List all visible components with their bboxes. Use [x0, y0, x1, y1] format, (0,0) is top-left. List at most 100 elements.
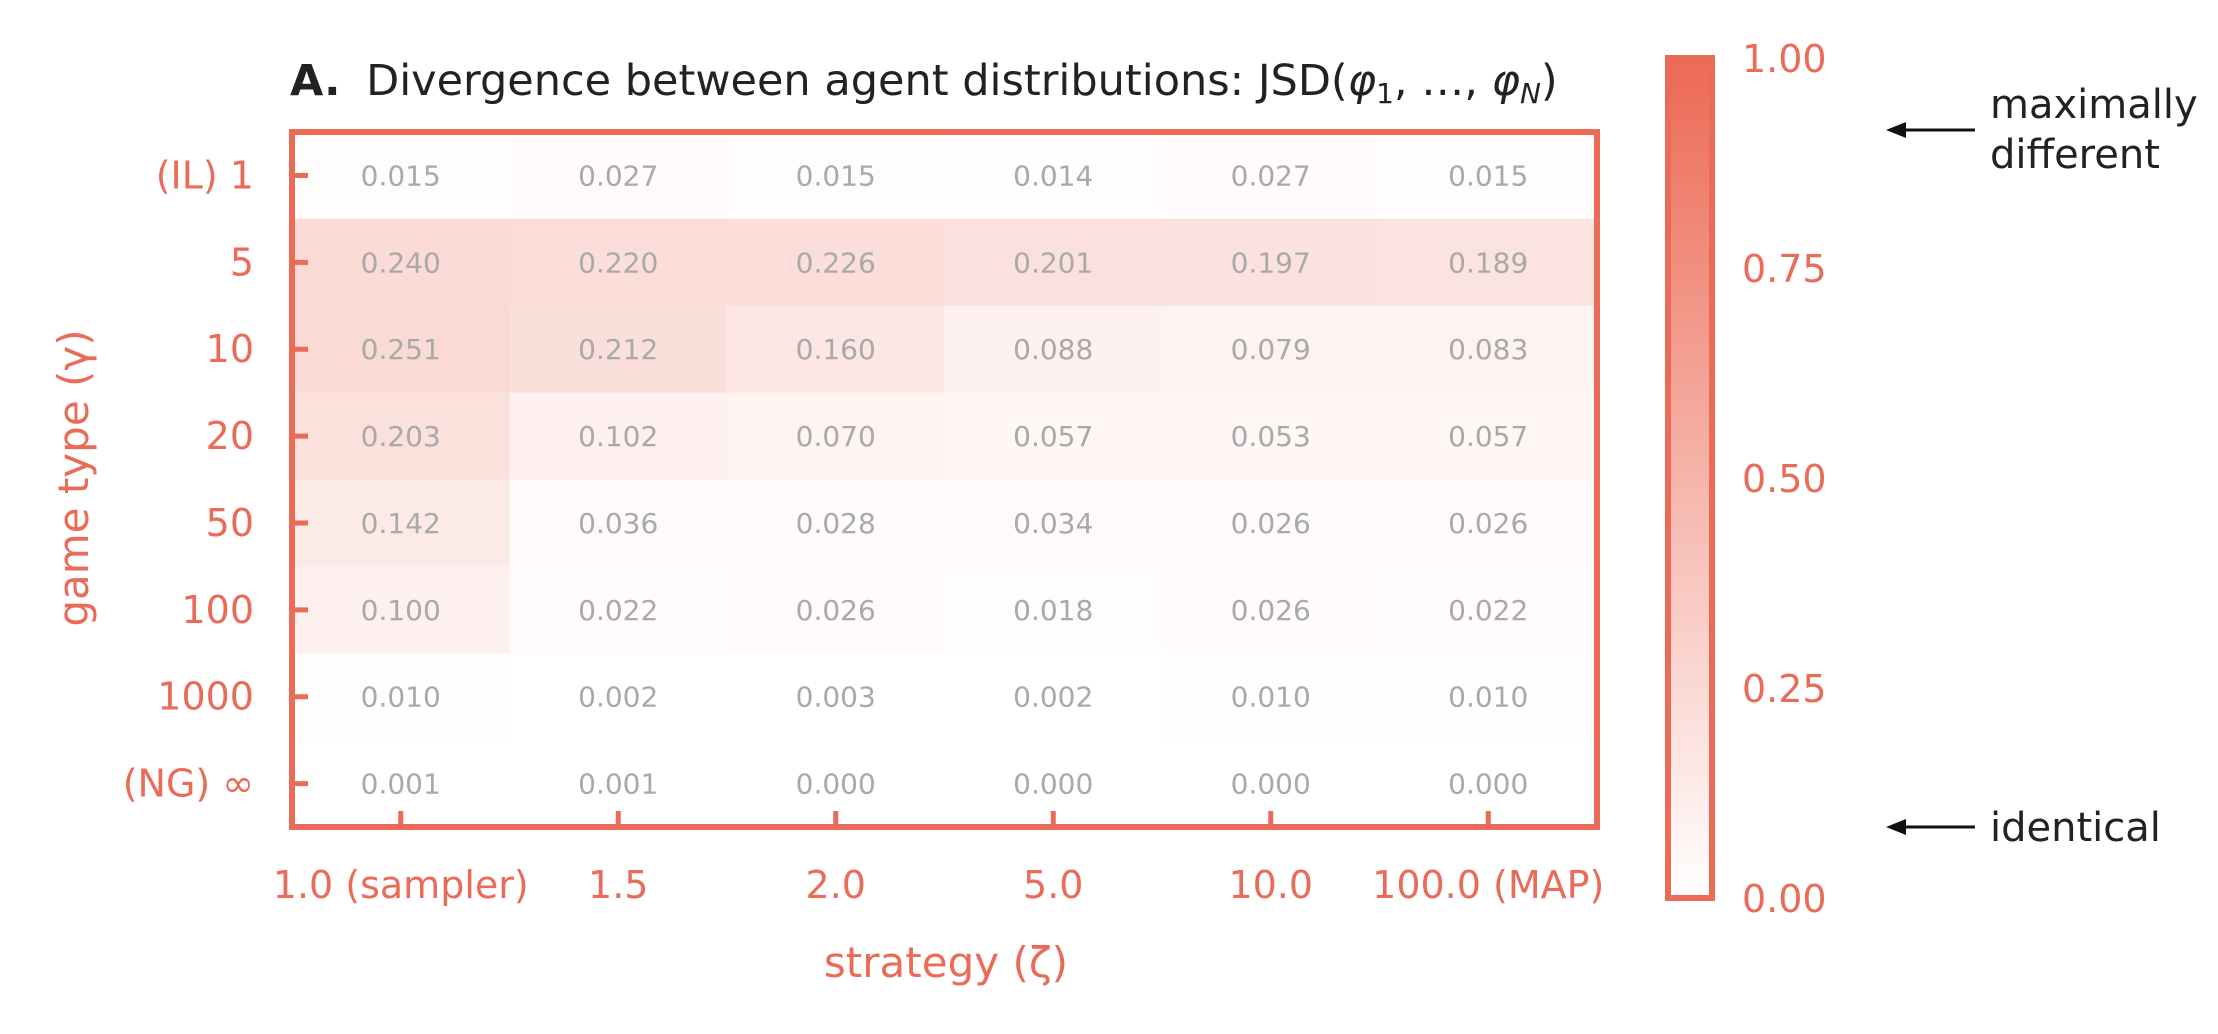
cell-value-label: 0.000 — [796, 768, 876, 801]
colorbar-ticks: 0.00 0.25 0.50 0.75 1.00 — [1742, 37, 1827, 921]
heatmap-cell — [1162, 132, 1380, 220]
x-tick-label: 5.0 — [1023, 863, 1083, 907]
heatmap-cell — [944, 566, 1163, 654]
cell-value-label: 0.027 — [578, 159, 658, 192]
cell-value-label: 0.203 — [361, 420, 441, 453]
cell-value-label: 0.022 — [578, 594, 658, 627]
heatmap-cell — [1379, 479, 1598, 567]
cell-value-label: 0.240 — [361, 246, 441, 279]
heatmap-cell — [944, 392, 1163, 480]
cell-value-label: 0.000 — [1448, 768, 1528, 801]
chart-title-main: Divergence between agent distributions: … — [366, 56, 1348, 106]
cell-value-label: 0.010 — [1231, 681, 1311, 714]
heatmap-cell — [944, 305, 1163, 394]
heatmap-cell-labels: 0.015 0.027 0.015 0.014 0.027 0.015 0.240 0.220… — [361, 159, 1529, 800]
cell-value-label: 0.001 — [361, 768, 441, 801]
heatmap-cell — [727, 479, 945, 567]
y-tick-label: 10 — [206, 327, 254, 371]
y-tick-label: 5 — [230, 240, 254, 284]
cell-value-label: 0.142 — [361, 507, 441, 540]
cell-value-label: 0.053 — [1231, 420, 1311, 453]
cell-value-label: 0.010 — [1448, 681, 1528, 714]
heatmap-cell — [727, 653, 945, 741]
heatmap-cell — [1162, 218, 1380, 307]
heatmap-cell — [727, 566, 945, 654]
annotation-maximally-different: maximally different — [1886, 82, 2198, 178]
heatmap-cell — [1379, 218, 1598, 307]
heatmap-cell — [1162, 305, 1380, 394]
y-tick-label: 1000 — [157, 675, 254, 719]
heatmap-cell — [292, 132, 510, 220]
cell-value-label: 0.057 — [1013, 420, 1093, 453]
heatmap-cell — [1162, 392, 1380, 480]
y-tick-label: 100 — [181, 588, 254, 632]
cell-value-label: 0.001 — [578, 768, 658, 801]
annotation-bottom: identical — [1990, 805, 2161, 851]
cell-value-label: 0.000 — [1231, 768, 1311, 801]
chart-title-close: ) — [1541, 56, 1558, 106]
cell-value-label: 0.010 — [361, 681, 441, 714]
heatmap-cell — [292, 653, 510, 741]
y-axis-title: game type (γ) — [49, 329, 98, 626]
heatmap-cell — [509, 218, 728, 307]
heatmap-cell — [727, 218, 945, 307]
cell-value-label: 0.022 — [1448, 594, 1528, 627]
heatmap-cell — [944, 653, 1163, 741]
cell-value-label: 0.026 — [1231, 507, 1311, 540]
x-tick-label: 2.0 — [806, 863, 866, 907]
heatmap-cell — [944, 479, 1163, 567]
cell-value-label: 0.220 — [578, 246, 658, 279]
colorbar-tick-label: 0.50 — [1742, 457, 1827, 501]
heatmap-cell — [509, 653, 728, 741]
cell-value-label: 0.015 — [361, 159, 441, 192]
annotation-top-line-1: maximally — [1990, 82, 2198, 128]
cell-value-label: 0.102 — [578, 420, 658, 453]
chart-title: A. Divergence between agent distribution… — [290, 56, 1558, 110]
chart-title-sub-n: N — [1520, 77, 1541, 110]
y-axis: (IL) 1 5 10 20 50 100 1000 (NG) ∞ — [123, 153, 308, 806]
colorbar-tick-label: 0.25 — [1742, 667, 1827, 711]
cell-value-label: 0.026 — [796, 594, 876, 627]
cell-value-label: 0.002 — [578, 681, 658, 714]
heatmap-cell — [292, 305, 510, 394]
x-axis: 1.0 (sampler) 1.5 2.0 5.0 10.0 100.0 (MAP) — [273, 811, 1604, 907]
cell-value-label: 0.160 — [796, 333, 876, 366]
y-tick-label: 50 — [206, 501, 254, 545]
y-tick-label: 20 — [206, 414, 254, 458]
cell-value-label: 0.201 — [1013, 246, 1093, 279]
cell-value-label: 0.088 — [1013, 333, 1093, 366]
cell-value-label: 0.189 — [1448, 246, 1528, 279]
heatmap-cell — [292, 392, 510, 480]
cell-value-label: 0.036 — [578, 507, 658, 540]
colorbar-tick-label: 1.00 — [1742, 37, 1827, 81]
chart-title-sub-1: 1 — [1376, 77, 1394, 110]
heatmap-cell — [944, 132, 1163, 220]
annotation-top-line-2: different — [1990, 132, 2160, 178]
heatmap-cell — [1379, 305, 1598, 394]
x-axis-title: strategy (ζ) — [824, 938, 1068, 987]
heatmap-cell — [727, 305, 945, 394]
cell-value-label: 0.015 — [796, 159, 876, 192]
heatmap-cell — [509, 392, 728, 480]
x-tick-label: 10.0 — [1228, 863, 1313, 907]
cell-value-label: 0.026 — [1231, 594, 1311, 627]
heatmap-cell — [727, 392, 945, 480]
cell-value-label: 0.251 — [361, 333, 441, 366]
chart-title-phi-1: φ — [1348, 56, 1376, 106]
cell-value-label: 0.079 — [1231, 333, 1311, 366]
colorbar-tick-label: 0.75 — [1742, 247, 1827, 291]
y-tick-label: (NG) ∞ — [123, 762, 254, 806]
annotation-identical: identical — [1886, 805, 2161, 851]
cell-value-label: 0.027 — [1231, 159, 1311, 192]
cell-value-label: 0.000 — [1013, 768, 1093, 801]
cell-value-label: 0.057 — [1448, 420, 1528, 453]
cell-value-label: 0.018 — [1013, 594, 1093, 627]
x-tick-label: 1.0 (sampler) — [273, 863, 529, 907]
cell-value-label: 0.197 — [1231, 246, 1311, 279]
heatmap-cell — [1162, 653, 1380, 741]
cell-value-label: 0.226 — [796, 246, 876, 279]
cell-value-label: 0.034 — [1013, 507, 1093, 540]
cell-value-label: 0.083 — [1448, 333, 1528, 366]
colorbar — [1665, 55, 1715, 901]
